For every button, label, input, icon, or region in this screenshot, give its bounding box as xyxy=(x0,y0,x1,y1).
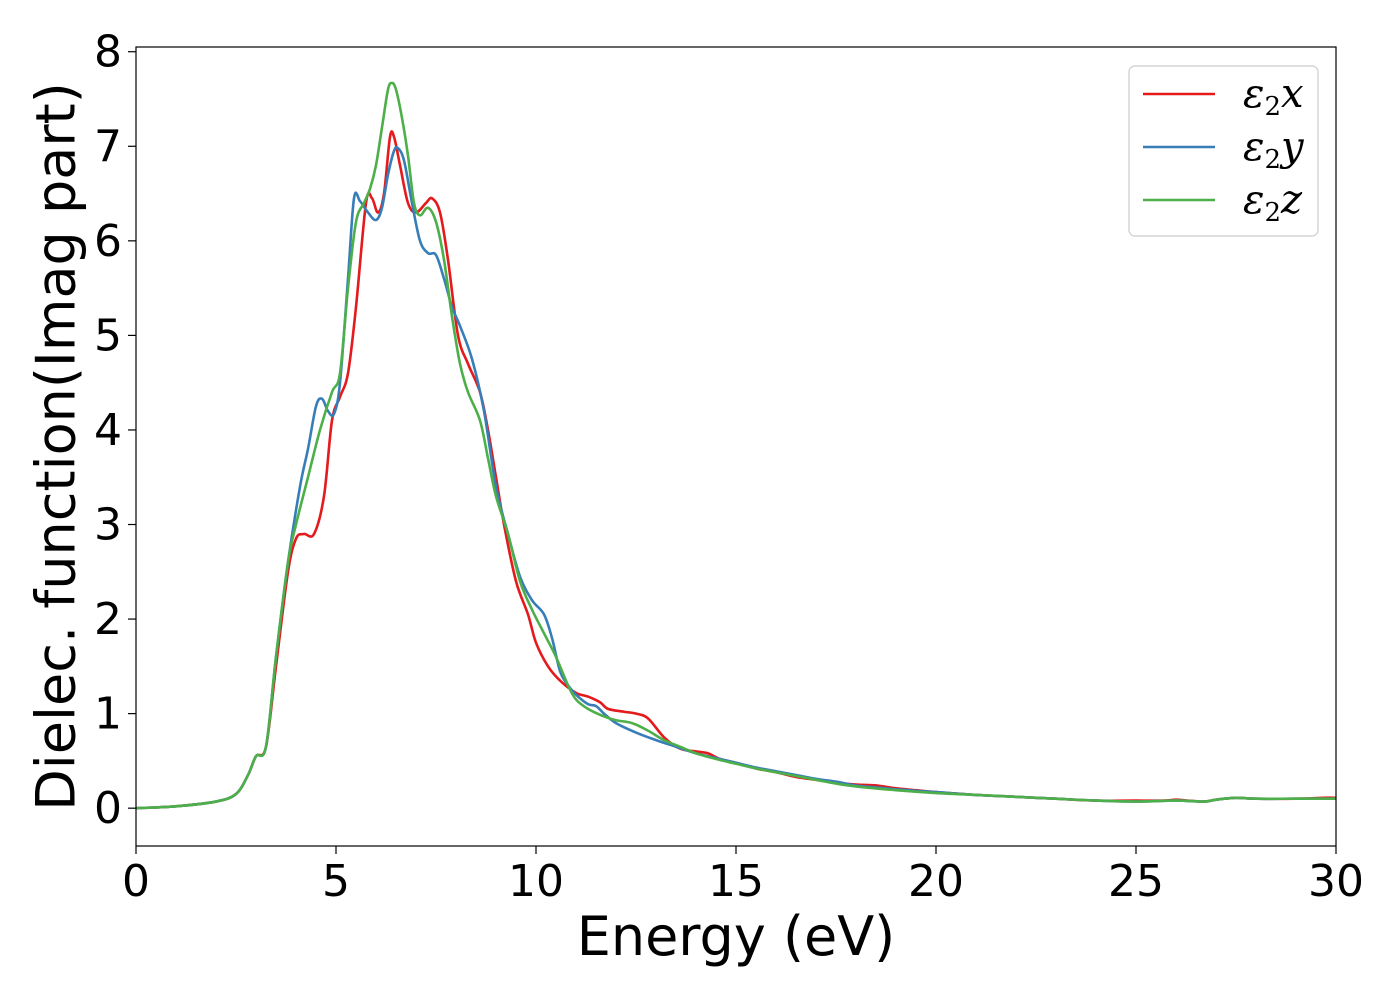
y-tick-label: 2 xyxy=(94,594,122,645)
x-tick-label: 10 xyxy=(508,856,564,907)
y-axis-label: Dielec. function(Imag part) xyxy=(25,82,88,811)
y-tick-label: 4 xyxy=(94,405,122,456)
x-tick-label: 15 xyxy=(708,856,764,907)
legend-label: ε2y xyxy=(1243,124,1305,175)
series-line-eps2y xyxy=(136,145,1336,810)
x-tick-label: 0 xyxy=(122,856,150,907)
y-tick-label: 5 xyxy=(94,310,122,361)
legend-label: ε2x xyxy=(1243,71,1304,122)
legend-item-eps2z: ε2z xyxy=(1143,177,1303,228)
x-tick-label: 5 xyxy=(322,856,350,907)
legend-label: ε2z xyxy=(1243,177,1303,228)
y-tick-label: 3 xyxy=(94,500,122,551)
y-tick-label: 1 xyxy=(94,689,122,740)
ticks-layer: 0 5 10 15 20 25 30 0 1 2 3 4 5 6 7 8 xyxy=(94,27,1364,907)
series-layer xyxy=(136,81,1336,810)
y-tick-label: 7 xyxy=(94,121,122,172)
legend-box xyxy=(1128,65,1319,237)
x-axis-label: Energy (eV) xyxy=(577,905,896,968)
x-tick-label: 30 xyxy=(1308,856,1364,907)
legend-item-eps2x: ε2x xyxy=(1143,71,1304,122)
y-tick-label: 6 xyxy=(94,216,122,267)
x-tick-label: 20 xyxy=(908,856,964,907)
series-line-eps2z xyxy=(136,81,1336,810)
legend-item-eps2y: ε2y xyxy=(1143,124,1305,175)
y-tick-label: 8 xyxy=(94,27,122,78)
x-tick-label: 25 xyxy=(1108,856,1164,907)
plot-frame xyxy=(135,46,1337,847)
y-tick-label: 0 xyxy=(94,783,122,834)
